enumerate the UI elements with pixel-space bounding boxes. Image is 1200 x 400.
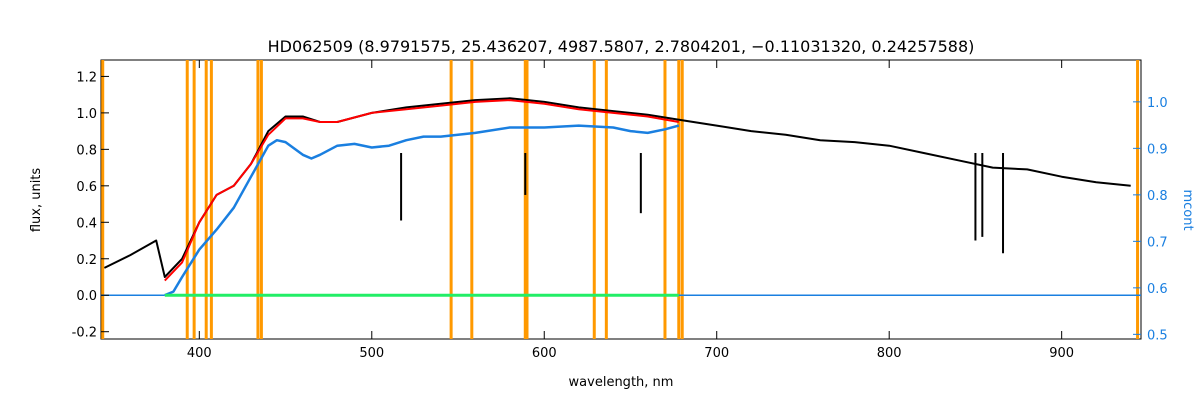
y-tick-label-0: -0.2: [72, 326, 97, 341]
mask-lines: [101, 60, 1140, 339]
y-right-tick-label-3: 0.8: [1147, 189, 1168, 204]
x-tick-label-3: 700: [704, 346, 729, 361]
y-tick-label-4: 0.6: [76, 180, 97, 195]
x-tick-label-4: 800: [877, 346, 902, 361]
chart-title: HD062509 (8.9791575, 25.436207, 4987.580…: [268, 37, 975, 56]
y-tick-label-2: 0.2: [76, 253, 97, 268]
x-tick-label-1: 500: [359, 346, 384, 361]
y-axis-left: -0.2 0.0 0.2 0.4 0.6 0.8 1.0 1.2: [72, 70, 109, 341]
x-axis: 400 500 600 700 800 900: [187, 60, 1074, 361]
x-tick-label-5: 900: [1049, 346, 1074, 361]
y-tick-label-7: 1.2: [76, 70, 97, 85]
model-series: [164, 99, 679, 282]
y-tick-label-3: 0.4: [76, 216, 97, 231]
y-axis-right-label: mcont: [1180, 189, 1195, 230]
y-axis-label: flux, units: [29, 168, 44, 233]
y-axis-right: 0.5 0.6 0.7 0.8 0.9 1.0: [1133, 96, 1168, 343]
y-right-tick-label-4: 0.9: [1147, 142, 1168, 157]
y-right-tick-label-2: 0.7: [1147, 235, 1168, 250]
x-tick-label-0: 400: [187, 346, 212, 361]
y-tick-label-6: 1.0: [76, 107, 97, 122]
continuum-series: [164, 124, 680, 297]
y-right-tick-label-5: 1.0: [1147, 96, 1168, 111]
x-tick-label-2: 600: [532, 346, 557, 361]
y-right-tick-label-0: 0.5: [1147, 328, 1168, 343]
x-axis-label: wavelength, nm: [569, 375, 674, 390]
plot-frame: [100, 59, 1142, 340]
y-right-tick-label-1: 0.6: [1147, 282, 1168, 297]
series-layer: [101, 97, 1141, 297]
y-tick-label-5: 0.8: [76, 143, 97, 158]
y-tick-label-1: 0.0: [76, 289, 97, 304]
